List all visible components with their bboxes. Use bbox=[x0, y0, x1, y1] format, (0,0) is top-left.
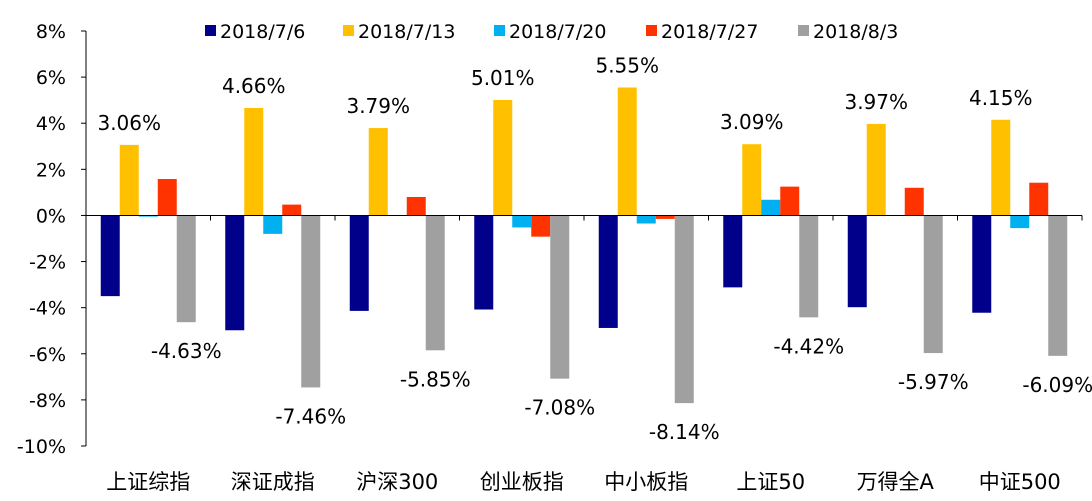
legend-label: 2018/7/27 bbox=[661, 21, 758, 43]
category-label: 中小板指 bbox=[604, 470, 688, 494]
y-axis: 8% 6% 4% 2% 0% -2% -4% -6% -8% -10% bbox=[17, 21, 87, 458]
bar-6-3 bbox=[904, 187, 924, 216]
bar-5-2 bbox=[761, 199, 781, 216]
legend-label: 2018/7/6 bbox=[220, 21, 305, 43]
data-label: 3.79% bbox=[346, 94, 410, 118]
bar-4-4 bbox=[674, 215, 694, 404]
legend-swatch bbox=[646, 25, 657, 36]
bar-2-3 bbox=[406, 197, 426, 216]
bar-6-0 bbox=[847, 215, 867, 308]
bar-6-1 bbox=[866, 123, 886, 216]
bar-3-0 bbox=[474, 215, 494, 310]
data-label: 3.97% bbox=[844, 90, 908, 114]
bar-0-2 bbox=[138, 215, 158, 217]
data-label: -7.08% bbox=[524, 396, 595, 420]
category-label: 深证成指 bbox=[231, 470, 315, 494]
y-tick-label: -2% bbox=[29, 252, 66, 274]
bar-5-3 bbox=[780, 186, 800, 216]
data-label: 5.55% bbox=[595, 53, 659, 77]
x-axis-labels: 上证综指 深证成指 沪深300 创业板指 中小板指 上证50 万得全A 中证500 bbox=[106, 470, 1061, 494]
data-label: 4.15% bbox=[969, 86, 1033, 110]
bar-5-4 bbox=[799, 215, 819, 318]
bar-0-1 bbox=[119, 144, 139, 216]
y-tick-label: 0% bbox=[36, 205, 66, 227]
bar-1-0 bbox=[225, 215, 245, 331]
data-label: 3.06% bbox=[97, 111, 161, 135]
bar-3-1 bbox=[493, 99, 513, 216]
bar-7-1 bbox=[991, 119, 1011, 216]
bar-4-2 bbox=[636, 215, 656, 224]
legend-swatch bbox=[205, 25, 216, 36]
category-label: 创业板指 bbox=[480, 470, 564, 494]
y-tick-label: 2% bbox=[36, 159, 66, 181]
category-label: 沪深300 bbox=[356, 470, 438, 494]
data-label: 5.01% bbox=[471, 66, 535, 90]
y-tick-label: 4% bbox=[36, 113, 66, 135]
bar-4-1 bbox=[617, 87, 637, 216]
bar-3-3 bbox=[531, 215, 551, 237]
legend-swatch bbox=[343, 25, 354, 36]
legend-swatch bbox=[798, 25, 809, 36]
bar-0-3 bbox=[157, 179, 177, 216]
data-labels: 3.06% 4.66% 3.79% 5.01% 5.55% 3.09% 3.97% 4.15%… bbox=[97, 53, 1092, 444]
legend-label: 2018/7/20 bbox=[509, 21, 606, 43]
category-label: 中证500 bbox=[979, 470, 1061, 494]
category-label: 上证50 bbox=[736, 470, 805, 494]
bar-4-3 bbox=[655, 215, 675, 219]
data-label: 3.09% bbox=[720, 110, 784, 134]
bar-0-0 bbox=[100, 215, 120, 297]
legend-swatch bbox=[494, 25, 505, 36]
bar-5-1 bbox=[742, 144, 762, 216]
data-label: -6.09% bbox=[1022, 373, 1092, 397]
y-tick-label: 6% bbox=[36, 67, 66, 89]
data-label: -8.14% bbox=[649, 420, 720, 444]
bar-2-1 bbox=[368, 128, 388, 216]
bar-7-3 bbox=[1029, 182, 1049, 216]
data-label: 4.66% bbox=[222, 74, 286, 98]
bar-6-4 bbox=[923, 215, 943, 354]
y-tick-label: -6% bbox=[29, 344, 66, 366]
bar-7-2 bbox=[1010, 215, 1030, 229]
y-tick-label: 8% bbox=[36, 21, 66, 43]
bar-2-0 bbox=[349, 215, 369, 311]
legend-label: 2018/7/13 bbox=[358, 21, 455, 43]
chart-legend: 2018/7/6 2018/7/13 2018/7/20 2018/7/27 2018/… bbox=[205, 21, 898, 43]
data-label: -4.42% bbox=[773, 334, 844, 358]
data-label: -5.97% bbox=[898, 370, 969, 394]
data-label: -7.46% bbox=[275, 404, 346, 428]
y-tick-label: -8% bbox=[29, 390, 66, 412]
category-label: 万得全A bbox=[857, 470, 935, 494]
bar-7-0 bbox=[972, 215, 992, 313]
zero-line-group bbox=[85, 214, 1083, 221]
bar-2-4 bbox=[425, 215, 445, 351]
bar-3-2 bbox=[512, 215, 532, 228]
category-label: 上证综指 bbox=[106, 470, 190, 494]
chart-bars bbox=[100, 87, 1068, 404]
bar-1-4 bbox=[301, 215, 321, 388]
data-label: -5.85% bbox=[400, 367, 471, 391]
bar-7-4 bbox=[1048, 215, 1068, 356]
bar-5-0 bbox=[723, 215, 743, 288]
bar-0-4 bbox=[176, 215, 196, 323]
y-tick-label: -10% bbox=[17, 436, 66, 458]
bar-4-0 bbox=[598, 215, 618, 328]
y-tick-label: -4% bbox=[29, 298, 66, 320]
legend-label: 2018/8/3 bbox=[813, 21, 898, 43]
bar-3-4 bbox=[550, 215, 570, 379]
data-label: -4.63% bbox=[151, 339, 222, 363]
bar-1-3 bbox=[282, 204, 302, 216]
bar-1-1 bbox=[244, 108, 264, 216]
bar-1-2 bbox=[263, 215, 283, 234]
